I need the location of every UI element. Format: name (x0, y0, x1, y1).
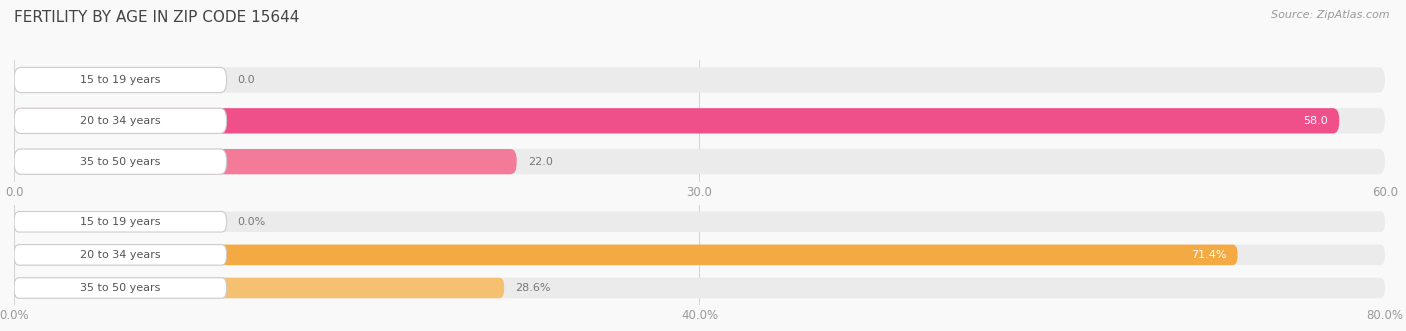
Text: 28.6%: 28.6% (515, 283, 551, 293)
Text: 35 to 50 years: 35 to 50 years (80, 283, 160, 293)
FancyBboxPatch shape (14, 149, 517, 174)
FancyBboxPatch shape (14, 67, 226, 93)
Text: 15 to 19 years: 15 to 19 years (80, 217, 160, 227)
Text: 58.0: 58.0 (1303, 116, 1329, 126)
FancyBboxPatch shape (14, 278, 1385, 298)
Text: 22.0: 22.0 (527, 157, 553, 166)
Text: 35 to 50 years: 35 to 50 years (80, 157, 160, 166)
FancyBboxPatch shape (14, 108, 1340, 133)
FancyBboxPatch shape (14, 108, 226, 133)
FancyBboxPatch shape (14, 245, 1385, 265)
Text: 20 to 34 years: 20 to 34 years (80, 116, 160, 126)
FancyBboxPatch shape (14, 149, 226, 174)
FancyBboxPatch shape (14, 108, 1385, 133)
FancyBboxPatch shape (14, 245, 1237, 265)
FancyBboxPatch shape (14, 278, 505, 298)
Text: 71.4%: 71.4% (1191, 250, 1226, 260)
FancyBboxPatch shape (14, 67, 1385, 93)
FancyBboxPatch shape (14, 212, 1385, 232)
FancyBboxPatch shape (14, 245, 226, 265)
Text: FERTILITY BY AGE IN ZIP CODE 15644: FERTILITY BY AGE IN ZIP CODE 15644 (14, 10, 299, 25)
Text: 15 to 19 years: 15 to 19 years (80, 75, 160, 85)
FancyBboxPatch shape (14, 278, 226, 298)
Text: 0.0%: 0.0% (238, 217, 266, 227)
Text: 20 to 34 years: 20 to 34 years (80, 250, 160, 260)
Text: 0.0: 0.0 (238, 75, 254, 85)
Text: Source: ZipAtlas.com: Source: ZipAtlas.com (1271, 10, 1389, 20)
FancyBboxPatch shape (14, 149, 1385, 174)
FancyBboxPatch shape (14, 212, 226, 232)
